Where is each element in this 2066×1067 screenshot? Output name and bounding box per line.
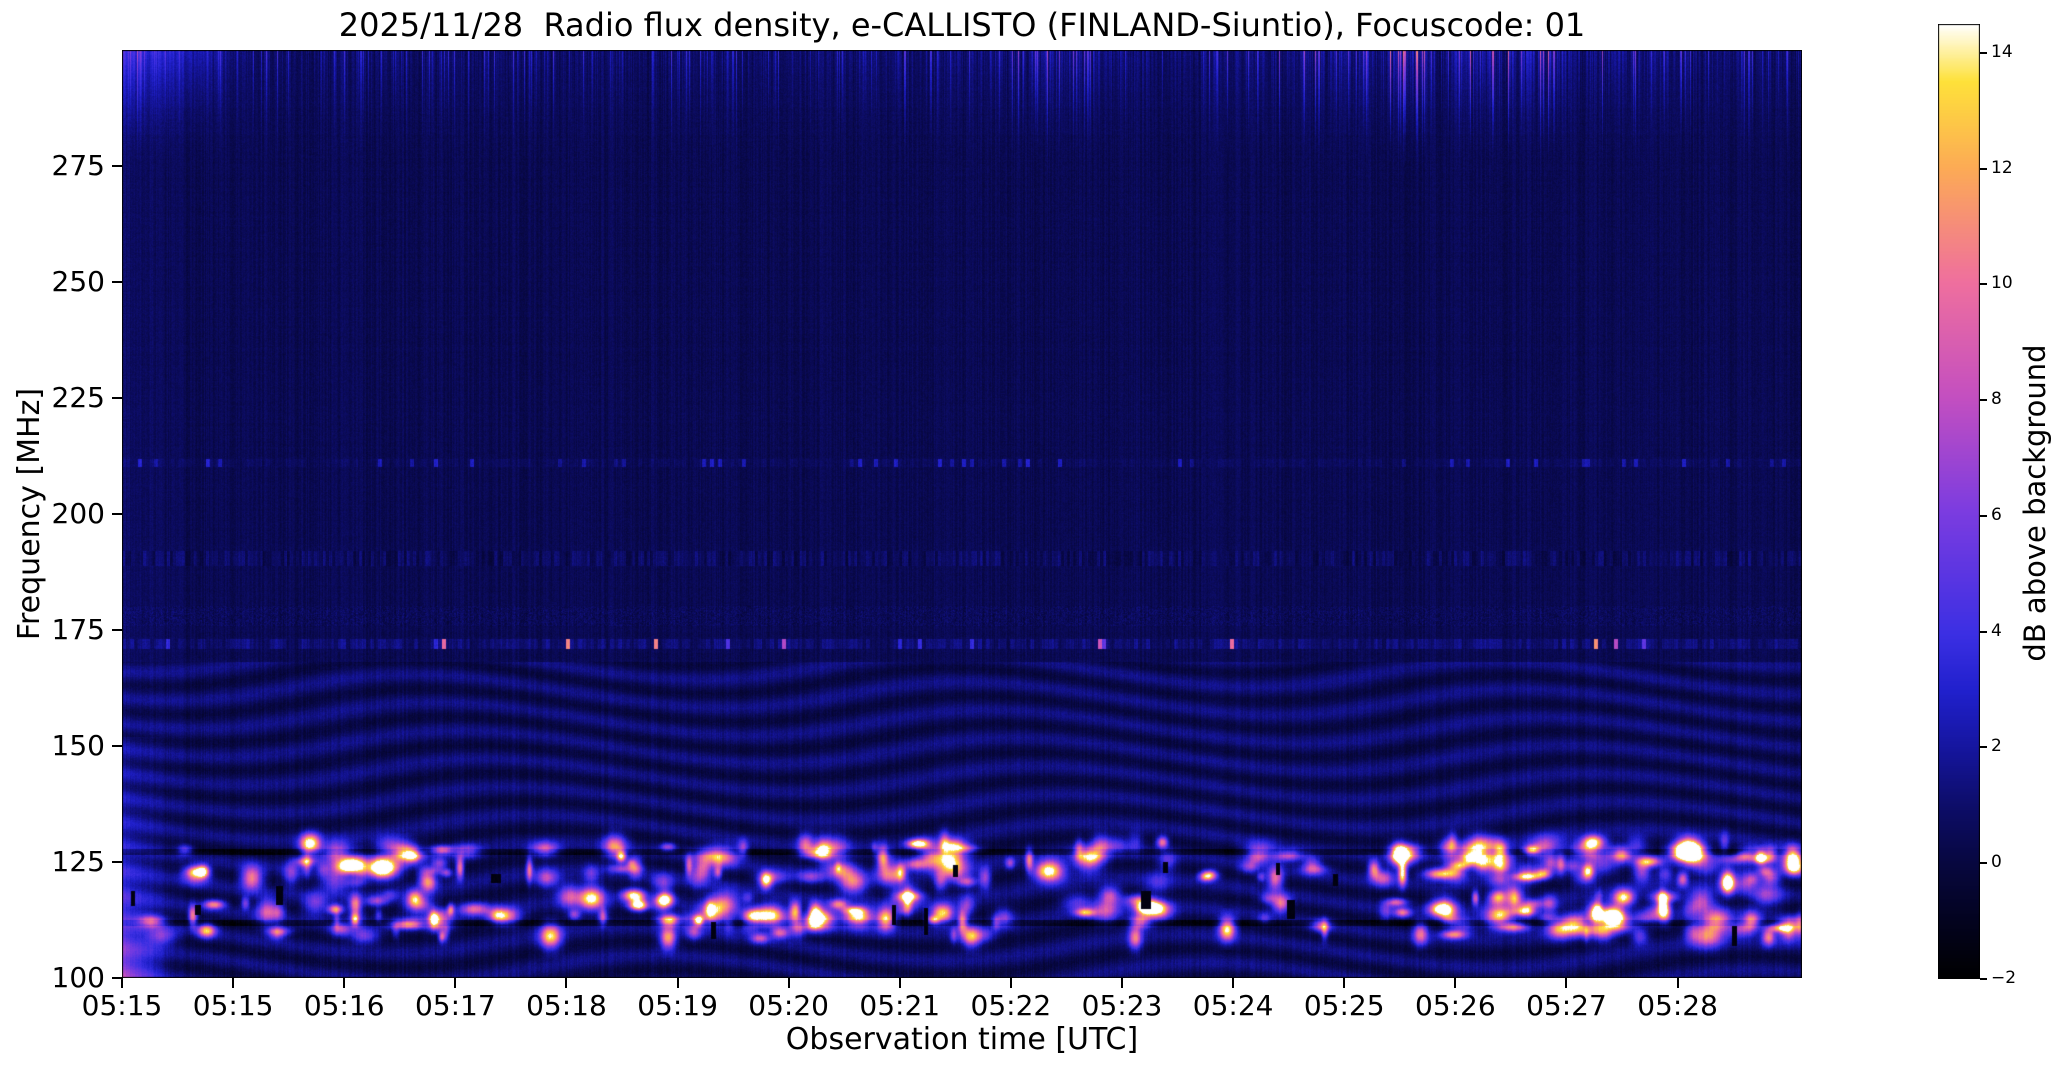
y-tick-label: 200 xyxy=(51,497,105,530)
x-tick-mark xyxy=(1676,978,1679,988)
x-tick-mark xyxy=(232,978,235,988)
x-tick-mark xyxy=(1009,978,1012,988)
x-tick-label: 05:27 xyxy=(1526,989,1607,1022)
colorbar-tick-label: −2 xyxy=(1991,968,2017,988)
x-tick-label: 05:23 xyxy=(1081,989,1163,1022)
x-tick-label: 05:15 xyxy=(192,989,274,1022)
y-tick-mark xyxy=(112,281,122,283)
x-tick-mark xyxy=(1454,978,1457,988)
colorbar-tick-mark xyxy=(1980,978,1987,980)
x-tick-label: 05:25 xyxy=(1303,989,1385,1022)
y-tick-label: 275 xyxy=(51,149,105,182)
y-tick-mark xyxy=(112,745,122,747)
colorbar-tick-mark xyxy=(1980,167,1987,170)
y-tick-label: 100 xyxy=(51,961,105,994)
x-tick-label: 05:16 xyxy=(303,989,385,1022)
colorbar-tick-label: 4 xyxy=(1991,620,2002,641)
x-tick-label: 05:24 xyxy=(1192,989,1274,1022)
x-tick-mark xyxy=(565,978,568,988)
x-tick-label: 05:28 xyxy=(1637,989,1718,1022)
colorbar-tick-label: 2 xyxy=(1991,736,2002,757)
x-tick-mark xyxy=(343,978,346,988)
colorbar-tick-mark xyxy=(1980,746,1987,749)
colorbar-tick-label: 8 xyxy=(1991,389,2002,410)
y-tick-label: 225 xyxy=(51,381,105,414)
x-tick-label: 05:19 xyxy=(637,989,718,1022)
colorbar-tick-mark xyxy=(1980,283,1987,286)
y-tick-label: 125 xyxy=(51,845,105,878)
colorbar-tick-mark xyxy=(1980,399,1987,402)
y-tick-mark xyxy=(112,397,122,399)
x-tick-label: 05:21 xyxy=(859,989,941,1022)
colorbar-tick-label: 0 xyxy=(1991,852,2002,873)
colorbar-tick-label: 12 xyxy=(1991,157,2013,178)
x-tick-label: 05:26 xyxy=(1414,989,1496,1022)
colorbar-tick-mark xyxy=(1980,514,1987,517)
colorbar-tick-label: 14 xyxy=(1991,41,2013,62)
y-tick-label: 150 xyxy=(51,729,105,762)
colorbar-tick-label: 10 xyxy=(1991,273,2013,294)
colorbar-tick-mark xyxy=(1980,51,1987,54)
figure-title: 2025/11/28 Radio flux density, e-CALLIST… xyxy=(338,6,1586,44)
y-tick-mark xyxy=(112,165,122,167)
colorbar-gradient xyxy=(1938,24,1980,979)
x-tick-mark xyxy=(676,978,679,988)
colorbar-tick-mark xyxy=(1980,630,1987,633)
y-tick-label: 250 xyxy=(51,265,105,298)
y-tick-label: 175 xyxy=(51,613,105,646)
x-tick-label: 05:17 xyxy=(414,989,496,1022)
x-tick-mark xyxy=(121,978,123,988)
y-tick-mark xyxy=(112,629,122,631)
colorbar-label: dB above background xyxy=(2018,344,2052,662)
y-tick-mark xyxy=(112,513,122,515)
spectrogram-heatmap xyxy=(122,50,1802,978)
x-tick-mark xyxy=(1565,978,1568,988)
x-tick-label: 05:15 xyxy=(81,989,163,1022)
colorbar-tick-mark xyxy=(1980,862,1987,865)
x-tick-mark xyxy=(787,978,790,988)
x-tick-mark xyxy=(898,978,901,988)
y-tick-mark xyxy=(112,977,122,979)
x-axis-label: Observation time [UTC] xyxy=(785,1022,1139,1057)
colorbar-tick-label: 6 xyxy=(1991,504,2002,525)
y-tick-mark xyxy=(112,861,122,863)
x-tick-mark xyxy=(1121,978,1123,988)
x-tick-mark xyxy=(1232,978,1235,988)
x-tick-mark xyxy=(1343,978,1346,988)
x-tick-label: 05:20 xyxy=(748,989,829,1022)
x-tick-label: 05:18 xyxy=(526,989,607,1022)
x-tick-label: 05:22 xyxy=(970,989,1052,1022)
x-tick-mark xyxy=(454,978,457,988)
